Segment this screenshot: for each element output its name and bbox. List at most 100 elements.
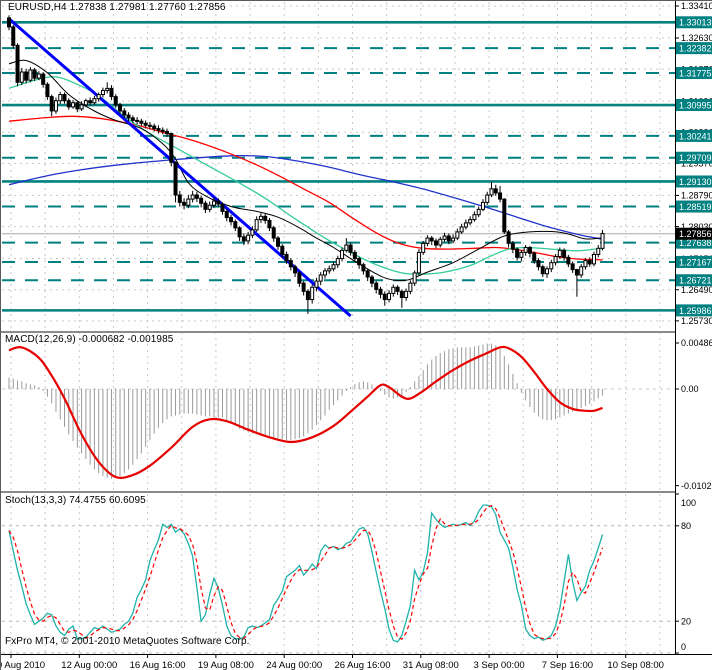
candle-body xyxy=(207,204,212,210)
candle-body xyxy=(510,242,515,250)
candle-body xyxy=(216,200,221,205)
candle-body xyxy=(301,282,306,292)
pane-separator-main-macd[interactable] xyxy=(1,331,712,333)
time-tick-label: 31 Aug 08:00 xyxy=(403,660,459,670)
candle-body xyxy=(177,194,182,203)
price-level-tag-text: 1.29709 xyxy=(679,153,712,163)
candle-body xyxy=(190,194,195,200)
candle-body xyxy=(147,124,152,127)
candle-body xyxy=(88,100,93,104)
candle-body xyxy=(135,119,140,122)
candle-body xyxy=(186,198,191,206)
time-tick-label: 3 Sep 00:00 xyxy=(473,660,524,670)
time-tick-label: 7 Sep 16:00 xyxy=(542,660,593,670)
candle-body xyxy=(344,244,349,251)
price-level-tag-text: 1.33013 xyxy=(679,18,712,28)
candle-body xyxy=(378,288,383,295)
candle-body xyxy=(224,210,229,219)
candle-body xyxy=(408,282,413,292)
candle-body xyxy=(305,290,310,301)
macd-histogram xyxy=(8,343,604,479)
candle-body xyxy=(331,264,336,270)
candle-body xyxy=(574,269,579,276)
price-tick-label: 1.32630 xyxy=(681,33,712,43)
candle-body xyxy=(105,87,110,91)
time-tick-label: 10 Sep 08:00 xyxy=(607,660,664,670)
price-level-tag-text: 1.26721 xyxy=(679,276,712,286)
price-level-tag xyxy=(676,129,712,142)
candle-body xyxy=(340,249,345,260)
candle-body xyxy=(62,94,67,102)
candle-body xyxy=(429,237,434,242)
candle-body xyxy=(591,253,596,265)
candle-body xyxy=(293,266,298,274)
price-level-tag-text: 1.27638 xyxy=(679,238,712,248)
stoch-tick-label: 20 xyxy=(681,616,691,626)
candle-body xyxy=(335,258,340,266)
candle-body xyxy=(241,236,246,242)
candle-body xyxy=(310,286,315,301)
stoch-pane[interactable] xyxy=(1,493,675,654)
time-tick-label: 24 Aug 00:00 xyxy=(266,660,322,670)
price-level-tag-text: 1.32382 xyxy=(679,44,712,54)
candle-body xyxy=(587,260,592,265)
candle-body xyxy=(480,201,485,210)
candle-body xyxy=(24,71,29,81)
candle-body xyxy=(549,262,554,270)
price-level-tag xyxy=(676,274,712,287)
candle-body xyxy=(391,286,396,294)
ma-fast-black-line xyxy=(8,59,603,282)
candle-body xyxy=(327,268,332,272)
pane-separator-macd-stoch[interactable] xyxy=(1,491,712,493)
candle-body xyxy=(126,114,131,119)
candle-body xyxy=(348,244,353,253)
macd-pane[interactable] xyxy=(1,333,675,491)
stoch-tick-label: 100 xyxy=(681,498,696,508)
candle-body xyxy=(476,208,481,216)
candle-body xyxy=(169,133,174,163)
candle-body xyxy=(502,198,507,233)
price-level-tag xyxy=(676,200,712,213)
candle-body xyxy=(246,234,251,242)
stoch-axis-labels: 100 80 20 0 xyxy=(675,493,696,654)
candle-body xyxy=(455,231,460,239)
candle-body xyxy=(229,217,234,223)
candle-body xyxy=(562,249,567,258)
candle-body xyxy=(280,245,285,255)
candle-body xyxy=(515,248,520,258)
candle-body xyxy=(194,194,199,199)
candle-body xyxy=(314,280,319,288)
candle-body xyxy=(109,87,114,98)
candle-body xyxy=(173,161,178,196)
time-tick-label: 16 Aug 16:00 xyxy=(130,660,186,670)
main-chart-pane[interactable] xyxy=(1,1,675,331)
time-axis[interactable] xyxy=(1,654,712,670)
candle-body xyxy=(45,83,50,98)
price-level-tag-text: 1.25986 xyxy=(679,306,712,316)
candle-body xyxy=(489,188,494,196)
candle-body xyxy=(532,252,537,262)
candle-body xyxy=(357,258,362,266)
candle-body xyxy=(382,293,387,301)
candle-body xyxy=(352,251,357,260)
stoch-tick-label: 0 xyxy=(681,642,686,652)
candle-body xyxy=(36,73,41,79)
time-tick-label: 9 Aug 2010 xyxy=(1,660,45,670)
candle-body xyxy=(416,251,421,274)
candle-body xyxy=(19,71,24,83)
time-axis-labels: 9 Aug 2010 12 Aug 00:00 16 Aug 16:00 19 Aug… xyxy=(1,654,664,670)
candle-body xyxy=(322,270,327,276)
candle-body xyxy=(139,120,144,124)
price-levels xyxy=(2,20,675,312)
candle-body xyxy=(570,263,575,271)
price-tick-label: 1.28030 xyxy=(681,222,712,232)
current-price-tag-text: 1.27856 xyxy=(679,229,712,239)
candle-body xyxy=(96,94,101,100)
price-level-tag-text: 1.29130 xyxy=(679,177,712,187)
candle-body xyxy=(374,282,379,290)
candle-body xyxy=(220,203,225,212)
candle-body xyxy=(53,100,58,112)
